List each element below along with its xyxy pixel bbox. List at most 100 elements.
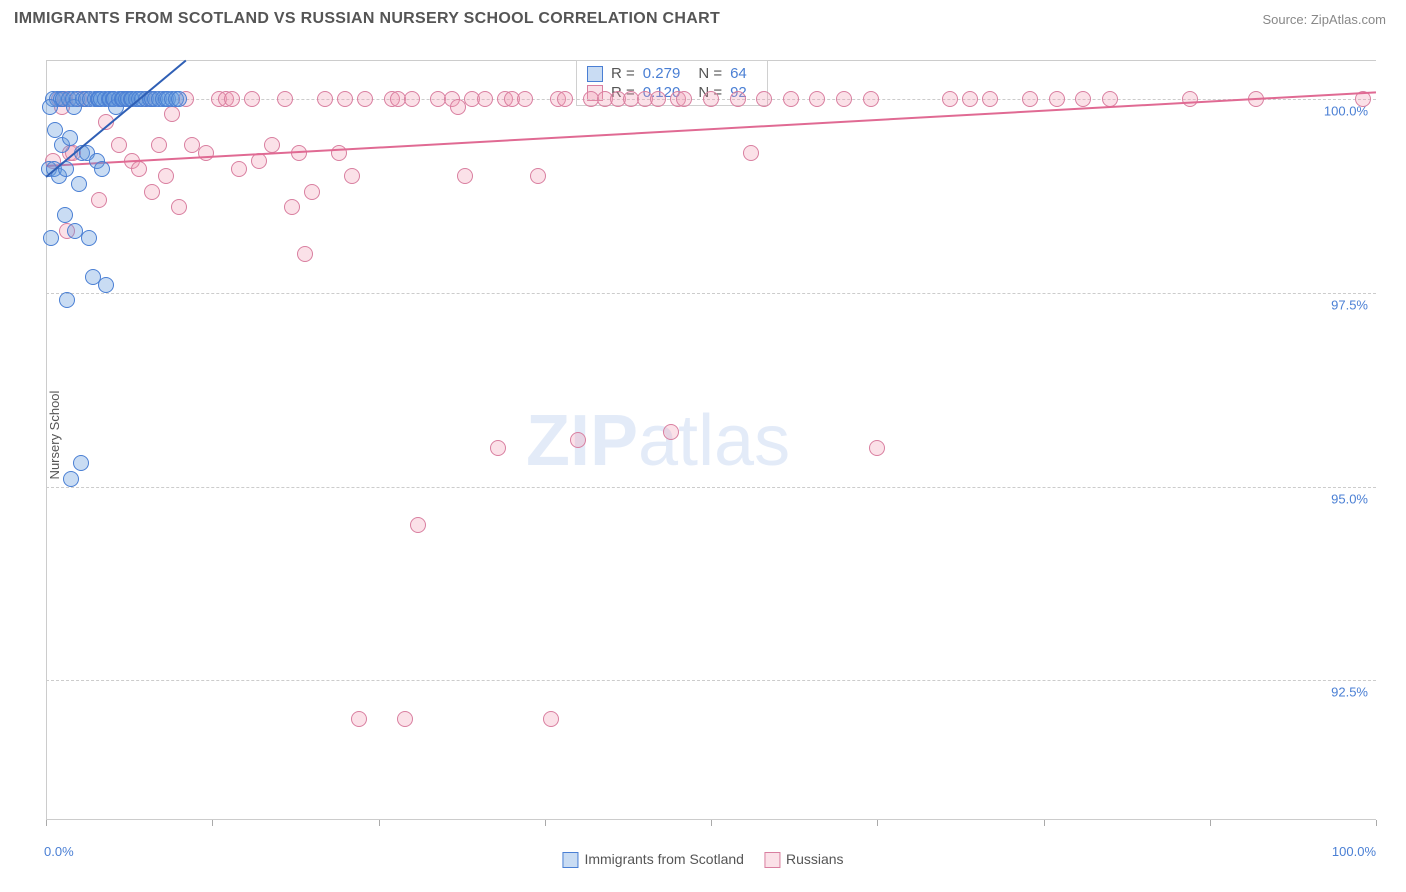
x-tick-label: 0.0%: [44, 844, 74, 859]
scatter-point: [42, 99, 58, 115]
scatter-point: [59, 292, 75, 308]
scatter-point: [73, 455, 89, 471]
scatter-point: [1049, 91, 1065, 107]
scatter-point: [676, 91, 692, 107]
scatter-point: [244, 91, 260, 107]
gridline: [46, 680, 1376, 681]
scatter-point: [47, 122, 63, 138]
stat-key: R =: [611, 65, 635, 82]
x-tick: [46, 820, 47, 826]
series-legend: Immigrants from Scotland Russians: [562, 851, 843, 868]
scatter-point: [224, 91, 240, 107]
scatter-point: [171, 91, 187, 107]
chart-title: IMMIGRANTS FROM SCOTLAND VS RUSSIAN NURS…: [14, 10, 720, 28]
scatter-point: [457, 168, 473, 184]
scatter-point: [1102, 91, 1118, 107]
scatter-point: [730, 91, 746, 107]
scatter-point: [397, 711, 413, 727]
scatter-point: [264, 137, 280, 153]
stat-r-value: 0.279: [643, 65, 681, 82]
scatter-point: [91, 192, 107, 208]
scatter-point: [809, 91, 825, 107]
scatter-point: [703, 91, 719, 107]
scatter-point: [650, 91, 666, 107]
scatter-point: [158, 168, 174, 184]
scatter-point: [57, 207, 73, 223]
scatter-point: [94, 161, 110, 177]
x-tick: [1376, 820, 1377, 826]
scatter-point: [63, 471, 79, 487]
scatter-point: [570, 432, 586, 448]
scatter-point: [869, 440, 885, 456]
gridline: [46, 487, 1376, 488]
x-tick: [877, 820, 878, 826]
scatter-point: [410, 517, 426, 533]
scatter-point: [231, 161, 247, 177]
scatter-point: [198, 145, 214, 161]
scatter-point: [1075, 91, 1091, 107]
scatter-point: [490, 440, 506, 456]
legend-label: Russians: [786, 851, 844, 867]
legend-item: Immigrants from Scotland: [562, 851, 744, 868]
scatter-point: [144, 184, 160, 200]
y-tick-label: 97.5%: [1329, 297, 1370, 312]
scatter-point: [81, 230, 97, 246]
scatter-point: [1182, 91, 1198, 107]
scatter-point: [351, 711, 367, 727]
scatter-point: [344, 168, 360, 184]
scatter-point: [62, 130, 78, 146]
plot-region: ZIPatlas R = 0.279N = 64R = 0.120N = 92 …: [46, 60, 1376, 820]
scatter-point: [337, 91, 353, 107]
x-tick-label: 100.0%: [1332, 844, 1376, 859]
x-tick: [545, 820, 546, 826]
scatter-point: [297, 246, 313, 262]
legend-swatch: [562, 852, 578, 868]
legend-item: Russians: [764, 851, 844, 868]
scatter-point: [304, 184, 320, 200]
scatter-point: [962, 91, 978, 107]
scatter-point: [164, 106, 180, 122]
x-tick: [212, 820, 213, 826]
scatter-point: [317, 91, 333, 107]
scatter-point: [663, 424, 679, 440]
scatter-point: [836, 91, 852, 107]
scatter-point: [43, 230, 59, 246]
gridline: [46, 293, 1376, 294]
scatter-point: [530, 168, 546, 184]
scatter-point: [783, 91, 799, 107]
scatter-point: [357, 91, 373, 107]
y-tick-label: 92.5%: [1329, 685, 1370, 700]
source-attribution: Source: ZipAtlas.com: [1262, 12, 1386, 27]
scatter-point: [404, 91, 420, 107]
chart-area: Nursery School ZIPatlas R = 0.279N = 64R…: [14, 40, 1392, 830]
scatter-point: [171, 199, 187, 215]
chart-header: IMMIGRANTS FROM SCOTLAND VS RUSSIAN NURS…: [0, 0, 1406, 34]
x-tick: [1044, 820, 1045, 826]
y-tick-label: 95.0%: [1329, 491, 1370, 506]
stat-n-value: 64: [730, 65, 747, 82]
scatter-point: [277, 91, 293, 107]
scatter-point: [743, 145, 759, 161]
scatter-point: [98, 277, 114, 293]
scatter-point: [284, 199, 300, 215]
scatter-point: [111, 137, 127, 153]
scatter-point: [557, 91, 573, 107]
legend-label: Immigrants from Scotland: [584, 851, 744, 867]
scatter-point: [543, 711, 559, 727]
stats-row: R = 0.279 N = 64: [587, 65, 757, 82]
scatter-point: [756, 91, 772, 107]
scatter-point: [477, 91, 493, 107]
scatter-point: [863, 91, 879, 107]
watermark: ZIPatlas: [526, 400, 790, 482]
scatter-point: [982, 91, 998, 107]
scatter-point: [151, 137, 167, 153]
scatter-point: [131, 161, 147, 177]
scatter-point: [517, 91, 533, 107]
x-tick: [1210, 820, 1211, 826]
scatter-point: [71, 176, 87, 192]
x-tick: [379, 820, 380, 826]
legend-swatch: [587, 66, 603, 82]
x-tick: [711, 820, 712, 826]
scatter-point: [1022, 91, 1038, 107]
stat-key: N =: [698, 65, 722, 82]
